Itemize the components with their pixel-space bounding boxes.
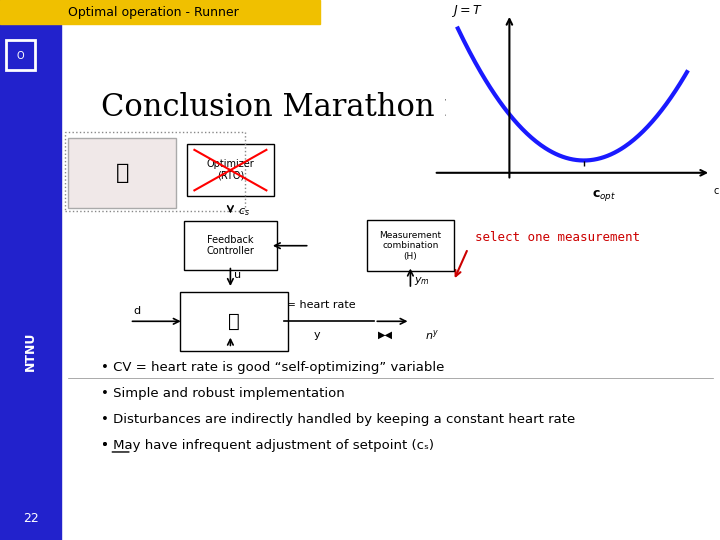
Text: Measurement
combination
(H): Measurement combination (H) xyxy=(379,231,441,261)
Text: NTNU: NTNU xyxy=(24,332,37,370)
Bar xyxy=(0,0,61,540)
Text: Conclusion Marathon runner: Conclusion Marathon runner xyxy=(101,92,551,124)
FancyBboxPatch shape xyxy=(184,221,277,270)
Text: Optimizer
(RTO): Optimizer (RTO) xyxy=(207,159,254,181)
FancyBboxPatch shape xyxy=(180,292,288,351)
Text: c=heart rate: c=heart rate xyxy=(714,186,720,196)
Text: 🏃: 🏃 xyxy=(228,312,240,331)
Bar xyxy=(6,40,35,70)
Text: ▶◀: ▶◀ xyxy=(378,330,392,340)
Text: • Disturbances are indirectly handled by keeping a constant heart rate: • Disturbances are indirectly handled by… xyxy=(101,413,575,426)
Text: c = heart rate: c = heart rate xyxy=(277,300,356,310)
Text: • Simple and robust implementation: • Simple and robust implementation xyxy=(101,387,345,400)
Text: $\mathbf{c}_{opt}$: $\mathbf{c}_{opt}$ xyxy=(592,188,616,203)
Text: u: u xyxy=(234,271,241,280)
FancyBboxPatch shape xyxy=(68,138,176,208)
Text: y: y xyxy=(313,330,320,340)
FancyBboxPatch shape xyxy=(187,144,274,195)
Text: $n^y$: $n^y$ xyxy=(425,328,439,342)
Text: Optimal operation - Runner: Optimal operation - Runner xyxy=(68,5,239,19)
Text: • May have infrequent adjustment of setpoint (cₛ): • May have infrequent adjustment of setp… xyxy=(101,439,433,452)
Text: O: O xyxy=(17,51,24,60)
Text: Feedback
Controller: Feedback Controller xyxy=(207,235,254,256)
Text: $c_s$: $c_s$ xyxy=(238,206,250,218)
Text: $y_m$: $y_m$ xyxy=(414,275,430,287)
FancyBboxPatch shape xyxy=(367,220,454,271)
Text: d: d xyxy=(133,306,140,316)
Text: •: • xyxy=(101,439,113,452)
Text: 22: 22 xyxy=(23,512,38,525)
Bar xyxy=(0,0,320,24)
Text: • CV = heart rate is good “self-optimizing” variable: • CV = heart rate is good “self-optimizi… xyxy=(101,361,444,374)
Text: $J=T$: $J=T$ xyxy=(451,3,483,18)
Text: select one measurement: select one measurement xyxy=(475,231,640,244)
Text: 🧠: 🧠 xyxy=(116,163,129,183)
